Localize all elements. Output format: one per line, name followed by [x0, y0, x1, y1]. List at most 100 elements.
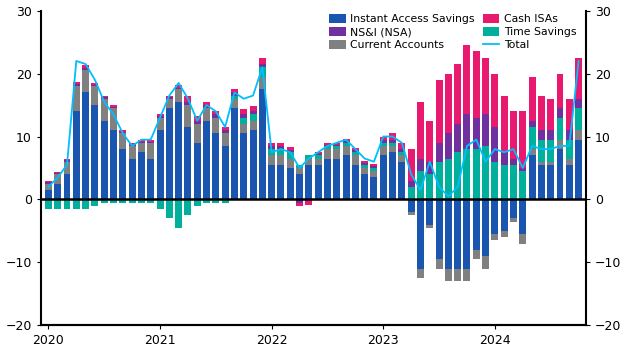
Bar [417, 158, 424, 171]
Bar [203, 108, 210, 121]
Bar [296, 174, 303, 199]
Bar [110, 130, 117, 199]
Bar [54, 172, 61, 173]
Bar [54, 173, 61, 174]
Bar [147, 158, 154, 199]
Bar [194, 143, 201, 199]
Bar [398, 155, 405, 162]
Bar [566, 158, 573, 165]
Bar [268, 155, 275, 165]
Bar [184, 102, 191, 105]
Bar [426, 162, 433, 174]
Bar [231, 99, 238, 108]
Bar [138, 143, 145, 152]
Bar [184, 127, 191, 199]
Bar [147, 140, 154, 142]
Bar [342, 139, 349, 141]
Bar [268, 146, 275, 149]
Bar [278, 155, 285, 165]
Bar [519, 111, 526, 168]
Bar [175, 88, 182, 89]
Bar [519, 171, 526, 199]
Bar [389, 143, 396, 146]
Bar [426, 121, 433, 162]
Bar [352, 152, 359, 155]
Bar [259, 64, 266, 67]
Bar [529, 77, 535, 121]
Total [175, 81, 182, 85]
Bar [529, 155, 535, 199]
Bar [119, 149, 126, 199]
Bar [194, 116, 201, 121]
Bar [408, 199, 414, 212]
Bar [445, 158, 452, 199]
Bar [175, 89, 182, 102]
Bar [240, 124, 247, 133]
Bar [445, 73, 452, 133]
Bar [473, 199, 480, 250]
Bar [82, 70, 89, 92]
Bar [463, 114, 470, 149]
Bar [129, 199, 135, 203]
Bar [278, 165, 285, 199]
Bar [231, 89, 238, 92]
Bar [101, 199, 108, 203]
Bar [352, 149, 359, 150]
Bar [194, 121, 201, 124]
Bar [82, 92, 89, 199]
Bar [436, 80, 443, 143]
Bar [492, 234, 498, 240]
Bar [342, 146, 349, 155]
Bar [166, 97, 173, 99]
Bar [175, 85, 182, 88]
Bar [492, 127, 498, 162]
Bar [203, 121, 210, 199]
Bar [305, 199, 312, 201]
Bar [175, 199, 182, 228]
Bar [184, 105, 191, 127]
Bar [166, 199, 173, 219]
Bar [119, 130, 126, 132]
Bar [371, 166, 377, 168]
Bar [259, 67, 266, 77]
Bar [417, 199, 424, 269]
Bar [63, 160, 70, 162]
Bar [315, 152, 322, 154]
Bar [63, 199, 70, 209]
Bar [501, 231, 508, 237]
Bar [398, 143, 405, 149]
Bar [492, 199, 498, 234]
Bar [547, 162, 554, 165]
Bar [222, 130, 229, 133]
Bar [268, 149, 275, 155]
Bar [557, 149, 564, 199]
Bar [231, 92, 238, 96]
Bar [417, 102, 424, 158]
Bar [575, 140, 582, 199]
Bar [352, 150, 359, 152]
Bar [213, 114, 219, 118]
Bar [398, 149, 405, 152]
Bar [398, 162, 405, 199]
Total [184, 97, 192, 101]
Bar [482, 114, 489, 146]
Bar [389, 140, 396, 143]
Bar [519, 199, 526, 234]
Bar [463, 45, 470, 114]
Bar [305, 158, 312, 165]
Bar [157, 199, 164, 209]
Bar [250, 130, 256, 199]
Bar [575, 99, 582, 108]
Bar [519, 234, 526, 244]
Bar [454, 124, 461, 152]
Bar [92, 85, 98, 86]
Bar [129, 145, 135, 146]
Bar [473, 52, 480, 118]
Bar [287, 152, 293, 158]
Bar [510, 165, 517, 199]
Bar [352, 165, 359, 199]
Bar [213, 118, 219, 133]
Bar [436, 162, 443, 199]
Bar [110, 105, 117, 107]
Bar [361, 165, 368, 168]
